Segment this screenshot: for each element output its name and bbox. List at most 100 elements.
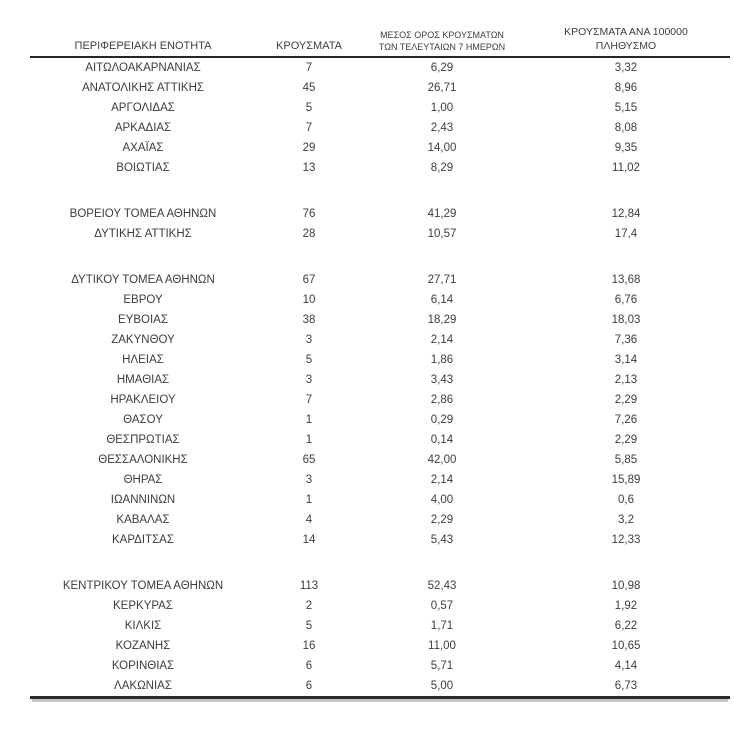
cases-cell: 6 xyxy=(305,660,313,673)
avg-7day-cell: 3,43 xyxy=(430,374,454,387)
per-100k-cell: 11,02 xyxy=(612,162,640,175)
cases-cell: 10 xyxy=(302,294,316,307)
cases-cell: 76 xyxy=(302,208,316,221)
table-row: ΕΥΒΟΙΑΣ 38 18,29 18,03 xyxy=(30,310,730,330)
per-100k-cell: 2,13 xyxy=(614,374,638,387)
per-100k-cell: 3,2 xyxy=(618,514,634,527)
region-cell: ΒΟΡΕΙΟΥ ΤΟΜΕΑ ΑΘΗΝΩΝ xyxy=(69,208,217,221)
col-header-per-100k: ΚΡΟΥΣΜΑΤΑ ΑΝΑ 100000 ΠΛΗΘΥΣΜΟ xyxy=(522,26,730,59)
per-100k-cell: 12,33 xyxy=(611,534,641,547)
per-100k-cell: 0,6 xyxy=(618,494,634,507)
cases-cell: 14 xyxy=(302,534,316,547)
per-100k-cell: 9,35 xyxy=(614,142,638,155)
table-row: ΚΕΡΚΥΡΑΣ 2 0,57 1,92 xyxy=(30,596,730,616)
region-cell: ΑΙΤΩΛΟΑΚΑΡΝΑΝΙΑΣ xyxy=(85,62,201,75)
cases-cell: 28 xyxy=(302,228,316,241)
table-row: ΑΙΤΩΛΟΑΚΑΡΝΑΝΙΑΣ 7 6,29 3,32 xyxy=(30,57,730,78)
table-header: ΠΕΡΙΦΕΡΕΙΑΚΗ ΕΝΟΤΗΤΑ ΚΡΟΥΣΜΑΤΑ ΜΕΣΟΣ ΟΡΟ… xyxy=(30,26,730,59)
header-row: ΠΕΡΙΦΕΡΕΙΑΚΗ ΕΝΟΤΗΤΑ ΚΡΟΥΣΜΑΤΑ ΜΕΣΟΣ ΟΡΟ… xyxy=(30,26,730,59)
avg-7day-cell: 26,71 xyxy=(427,82,457,95)
region-cell: ΗΛΕΙΑΣ xyxy=(122,354,164,367)
per-100k-cell: 8,08 xyxy=(614,122,638,135)
col-header-avg-7day-line1: ΜΕΣΟΣ ΟΡΟΣ ΚΡΟΥΣΜΑΤΩΝ xyxy=(380,29,504,40)
cases-cell: 13 xyxy=(302,162,316,175)
region-cell: ΕΒΡΟΥ xyxy=(123,294,163,307)
cases-cell: 6 xyxy=(305,680,313,693)
group-spacer-cell xyxy=(30,178,730,204)
avg-7day-cell: 2,43 xyxy=(430,122,454,135)
cases-cell: 7 xyxy=(305,394,313,407)
avg-7day-cell: 1,71 xyxy=(430,620,454,633)
cases-cell: 5 xyxy=(305,102,313,115)
table-row: ΛΑΚΩΝΙΑΣ 6 5,00 6,73 xyxy=(30,676,730,698)
table-row: ΘΕΣΣΑΛΟΝΙΚΗΣ 65 42,00 5,85 xyxy=(30,450,730,470)
avg-7day-cell: 0,29 xyxy=(430,414,454,427)
table-row: ΘΕΣΠΡΩΤΙΑΣ 1 0,14 2,29 xyxy=(30,430,730,450)
region-cell: ΔΥΤΙΚΟΥ ΤΟΜΕΑ ΑΘΗΝΩΝ xyxy=(71,274,215,287)
table-row: ΔΥΤΙΚΟΥ ΤΟΜΕΑ ΑΘΗΝΩΝ 67 27,71 13,68 xyxy=(30,270,730,290)
group-spacer-row xyxy=(30,178,730,204)
region-cell: ΘΗΡΑΣ xyxy=(123,474,163,487)
table-row: ΘΗΡΑΣ 3 2,14 15,89 xyxy=(30,470,730,490)
table-row: ΚΕΝΤΡΙΚΟΥ ΤΟΜΕΑ ΑΘΗΝΩΝ 113 52,43 10,98 xyxy=(30,576,730,596)
per-100k-cell: 5,85 xyxy=(614,454,638,467)
cases-cell: 7 xyxy=(305,122,313,135)
avg-7day-cell: 2,14 xyxy=(430,474,454,487)
cases-cell: 16 xyxy=(302,640,316,653)
table-row: ΗΡΑΚΛΕΙΟΥ 7 2,86 2,29 xyxy=(30,390,730,410)
per-100k-cell: 6,76 xyxy=(614,294,638,307)
region-cell: ΑΡΚΑΔΙΑΣ xyxy=(114,122,172,135)
per-100k-cell: 18,03 xyxy=(611,314,641,327)
cases-cell: 67 xyxy=(302,274,316,287)
region-cell: ΘΕΣΠΡΩΤΙΑΣ xyxy=(106,434,180,447)
cases-cell: 29 xyxy=(302,142,316,155)
table-row: ΗΜΑΘΙΑΣ 3 3,43 2,13 xyxy=(30,370,730,390)
avg-7day-cell: 27,71 xyxy=(427,274,457,287)
table-row: ΑΝΑΤΟΛΙΚΗΣ ΑΤΤΙΚΗΣ 45 26,71 8,96 xyxy=(30,78,730,98)
col-header-cases: ΚΡΟΥΣΜΑΤΑ xyxy=(256,26,362,59)
col-header-per-100k-line2: ΠΛΗΘΥΣΜΟ xyxy=(595,39,657,52)
table-row: ΙΩΑΝΝΙΝΩΝ 1 4,00 0,6 xyxy=(30,490,730,510)
region-cell: ΖΑΚΥΝΘΟΥ xyxy=(111,334,175,347)
per-100k-cell: 5,15 xyxy=(614,102,638,115)
table-row: ΗΛΕΙΑΣ 5 1,86 3,14 xyxy=(30,350,730,370)
per-100k-cell: 13,68 xyxy=(611,274,641,287)
table-row: ΚΑΒΑΛΑΣ 4 2,29 3,2 xyxy=(30,510,730,530)
avg-7day-cell: 5,71 xyxy=(430,660,454,673)
cases-cell: 38 xyxy=(302,314,316,327)
avg-7day-cell: 4,00 xyxy=(430,494,454,507)
col-header-region-label: ΠΕΡΙΦΕΡΕΙΑΚΗ ΕΝΟΤΗΤΑ xyxy=(74,39,212,52)
cases-cell: 7 xyxy=(305,62,313,75)
avg-7day-cell: 2,14 xyxy=(430,334,454,347)
per-100k-cell: 12,84 xyxy=(611,208,641,221)
region-cell: ΚΟΡΙΝΘΙΑΣ xyxy=(111,660,175,673)
cases-by-region-table: ΠΕΡΙΦΕΡΕΙΑΚΗ ΕΝΟΤΗΤΑ ΚΡΟΥΣΜΑΤΑ ΜΕΣΟΣ ΟΡΟ… xyxy=(30,26,730,699)
per-100k-cell: 1,92 xyxy=(614,600,638,613)
region-cell: ΙΩΑΝΝΙΝΩΝ xyxy=(110,494,176,507)
col-header-region: ΠΕΡΙΦΕΡΕΙΑΚΗ ΕΝΟΤΗΤΑ xyxy=(30,26,256,59)
avg-7day-cell: 8,29 xyxy=(430,162,454,175)
cases-cell: 3 xyxy=(305,474,313,487)
region-cell: ΒΟΙΩΤΙΑΣ xyxy=(116,162,170,175)
table-row: ΑΡΚΑΔΙΑΣ 7 2,43 8,08 xyxy=(30,118,730,138)
group-spacer-row xyxy=(30,244,730,270)
avg-7day-cell: 5,43 xyxy=(430,534,454,547)
region-cell: ΚΑΒΑΛΑΣ xyxy=(116,514,170,527)
region-cell: ΕΥΒΟΙΑΣ xyxy=(118,314,168,327)
avg-7day-cell: 18,29 xyxy=(427,314,457,327)
cases-cell: 5 xyxy=(305,620,313,633)
avg-7day-cell: 6,29 xyxy=(430,62,454,75)
cases-cell: 1 xyxy=(305,434,313,447)
per-100k-cell: 17,4 xyxy=(614,228,638,241)
table-row: ΚΑΡΔΙΤΣΑΣ 14 5,43 12,33 xyxy=(30,530,730,550)
per-100k-cell: 4,14 xyxy=(614,660,638,673)
avg-7day-cell: 0,14 xyxy=(430,434,454,447)
table-row: ΚΟΖΑΝΗΣ 16 11,00 10,65 xyxy=(30,636,730,656)
avg-7day-cell: 2,86 xyxy=(430,394,454,407)
avg-7day-cell: 5,00 xyxy=(430,680,454,693)
group-spacer-cell xyxy=(30,244,730,270)
group-spacer-row xyxy=(30,550,730,576)
avg-7day-cell: 6,14 xyxy=(430,294,454,307)
region-cell: ΚΙΛΚΙΣ xyxy=(124,620,162,633)
region-cell: ΗΡΑΚΛΕΙΟΥ xyxy=(110,394,176,407)
